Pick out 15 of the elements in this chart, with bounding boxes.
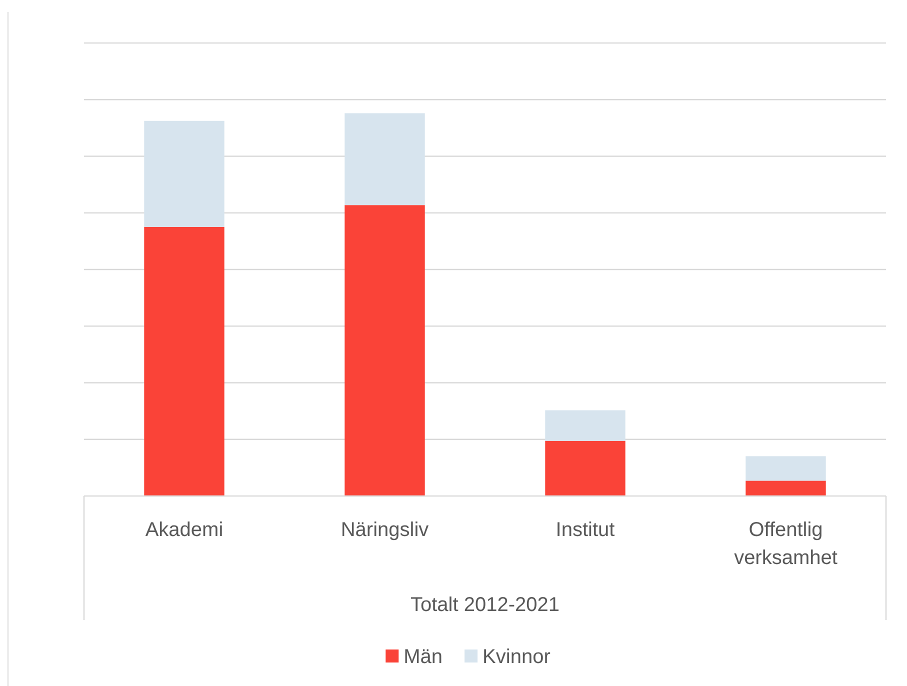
x-axis-title: Totalt 2012-2021 [410,594,560,616]
bar [545,440,626,496]
legend-label: Kvinnor [482,646,551,668]
bar [746,480,826,496]
bar [344,205,425,496]
legend-label: Män [404,646,443,668]
x-tick-label: Näringsliv [340,519,429,541]
x-tick-label: Institut [556,519,616,541]
bar [344,113,425,206]
bar [144,226,224,496]
x-tick-label: Akademi [145,519,224,541]
bar [545,410,626,441]
bar [746,456,826,481]
x-tick-label: Offentlig verksamhet [734,519,838,569]
bar [144,120,224,227]
